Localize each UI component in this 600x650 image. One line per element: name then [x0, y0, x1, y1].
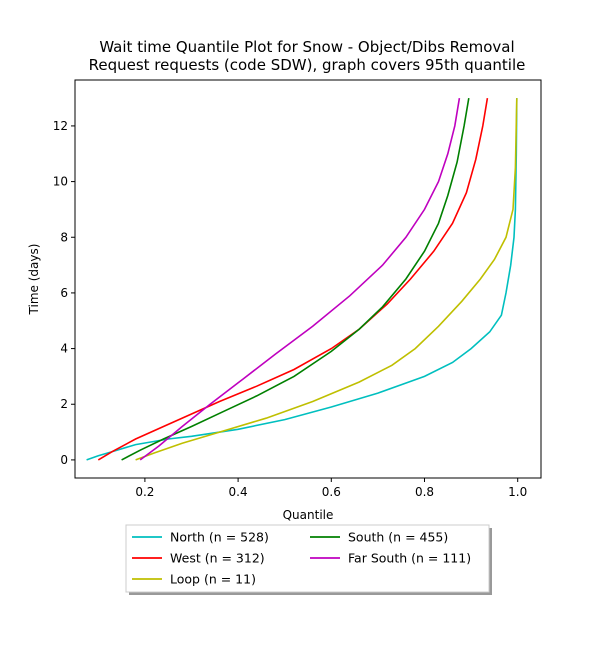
y-axis: 0 2 4 6 8 10 12 — [53, 119, 75, 467]
legend-box — [125, 524, 490, 593]
y-tick-label: 2 — [60, 397, 68, 411]
chart-title-line-2: Request requests (code SDW), graph cover… — [89, 56, 526, 74]
legend: North (n = 528) West (n = 312) Loop (n = 1… — [125, 524, 492, 595]
x-tick-label: 0.8 — [415, 485, 434, 499]
x-axis-label: Quantile — [283, 508, 334, 522]
x-tick-label: 1.0 — [508, 485, 527, 499]
y-tick-label: 10 — [53, 175, 68, 189]
y-tick-label: 6 — [60, 286, 68, 300]
x-tick-label: 0.4 — [229, 485, 248, 499]
series-line-2 — [135, 98, 518, 461]
y-tick-label: 12 — [53, 119, 68, 133]
chart-title-line-1: Wait time Quantile Plot for Snow - Objec… — [99, 38, 514, 56]
legend-label-2: Loop (n = 11) — [170, 572, 256, 587]
x-tick-label: 0.6 — [322, 485, 341, 499]
y-tick-label: 0 — [60, 453, 68, 467]
legend-label-3: South (n = 455) — [348, 530, 448, 545]
series-line-1 — [97, 97, 489, 461]
legend-label-0: North (n = 528) — [170, 530, 269, 545]
series-line-0 — [86, 98, 518, 461]
series-line-3 — [121, 97, 470, 461]
plot-frame — [74, 79, 542, 479]
x-tick-label: 0.2 — [135, 485, 154, 499]
x-axis: 0.2 0.4 0.6 0.8 1.0 — [135, 478, 527, 499]
series-line-4 — [139, 97, 461, 461]
legend-label-4: Far South (n = 111) — [348, 551, 471, 566]
plot-lines — [86, 97, 518, 461]
y-tick-label: 4 — [60, 342, 68, 356]
y-axis-label: Time (days) — [27, 244, 41, 316]
legend-label-1: West (n = 312) — [170, 551, 265, 566]
y-tick-label: 8 — [60, 230, 68, 244]
